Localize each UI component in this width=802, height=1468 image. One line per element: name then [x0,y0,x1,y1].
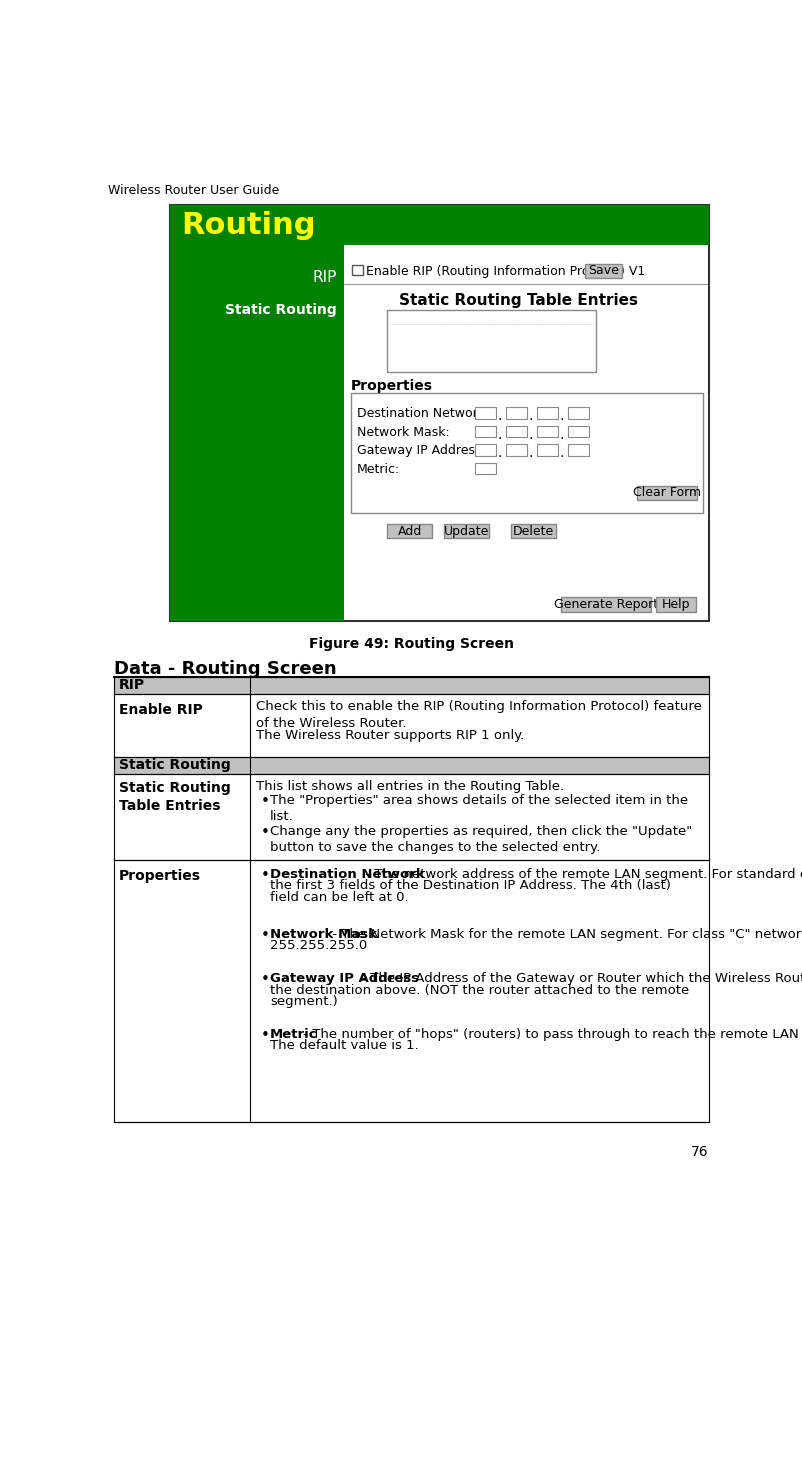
Text: Wireless Router User Guide: Wireless Router User Guide [108,184,279,197]
Text: Static Routing Table Entries: Static Routing Table Entries [399,294,637,308]
Bar [114,860,708,1122]
Text: Clear Form: Clear Form [632,486,700,499]
Text: Help: Help [661,597,690,611]
Bar [655,596,695,612]
Text: segment.): segment.) [269,995,338,1009]
Text: .: . [497,446,502,461]
Text: Metric:: Metric: [356,462,399,476]
Text: Destination Network: Destination Network [269,868,424,881]
Bar [474,407,496,418]
Bar [352,264,363,276]
Bar [170,206,708,621]
Bar [444,524,488,539]
Text: .: . [529,410,533,423]
Bar [350,393,702,512]
Text: - The IP Address of the Gateway or Router which the Wireless Router must use to : - The IP Address of the Gateway or Route… [356,972,802,985]
Bar [536,426,557,437]
Bar [584,264,622,277]
Text: Static Routing: Static Routing [225,304,336,317]
Text: •: • [261,1028,269,1042]
Bar [387,310,596,371]
Bar [536,407,557,418]
Bar [567,426,589,437]
Bar [505,445,527,455]
Text: Network Mask:: Network Mask: [356,426,449,439]
Text: 76: 76 [691,1145,708,1158]
Text: Metric: Metric [269,1028,318,1041]
Bar [505,426,527,437]
Text: 255.255.255.0: 255.255.255.0 [269,940,367,953]
Text: - The network address of the remote LAN segment. For standard class "C" LANs, th: - The network address of the remote LAN … [361,868,802,881]
Text: The default value is 1.: The default value is 1. [269,1039,419,1053]
Text: - The Network Mask for the remote LAN segment. For class "C" networks, the defau: - The Network Mask for the remote LAN se… [327,928,802,941]
Text: •: • [261,928,269,942]
Text: Save: Save [587,264,618,277]
Text: Properties: Properties [119,869,200,884]
Bar [474,445,496,455]
Text: Static Routing: Static Routing [119,757,230,772]
Text: .: . [497,429,502,442]
Text: Gateway IP Address:: Gateway IP Address: [356,445,485,457]
Text: Routing: Routing [180,211,315,239]
Text: RIP: RIP [119,678,145,691]
Text: .: . [559,410,564,423]
Text: •: • [261,825,269,840]
Bar [567,407,589,418]
Text: Update: Update [443,524,488,537]
Bar [567,445,589,455]
Bar [114,693,708,756]
Bar [536,445,557,455]
Text: the first 3 fields of the Destination IP Address. The 4th (last): the first 3 fields of the Destination IP… [269,879,670,893]
Bar [636,486,696,499]
Text: .: . [529,429,533,442]
Text: This list shows all entries in the Routing Table.: This list shows all entries in the Routi… [256,780,564,793]
Bar [505,407,527,418]
Text: •: • [261,868,269,882]
Bar [114,756,708,774]
Text: the destination above. (NOT the router attached to the remote: the destination above. (NOT the router a… [269,984,688,997]
Bar [114,677,708,693]
Text: - The number of "hops" (routers) to pass through to reach the remote LAN segment: - The number of "hops" (routers) to pass… [298,1028,802,1041]
Text: Enable RIP (Routing Information Protocol) V1: Enable RIP (Routing Information Protocol… [366,266,645,279]
Text: Delete: Delete [512,524,553,537]
Text: Add: Add [397,524,421,537]
Text: Check this to enable the RIP (Routing Information Protocol) feature
of the Wirel: Check this to enable the RIP (Routing In… [256,700,701,730]
Bar [114,774,708,860]
Text: .: . [497,410,502,423]
Text: Static Routing
Table Entries: Static Routing Table Entries [119,781,230,813]
Text: Destination Network:: Destination Network: [356,407,488,420]
Text: Data - Routing Screen: Data - Routing Screen [114,659,337,678]
Bar [474,426,496,437]
Text: Enable RIP: Enable RIP [119,703,203,716]
Bar [170,245,344,621]
Text: field can be left at 0.: field can be left at 0. [269,891,408,904]
Text: Network Mask: Network Mask [269,928,377,941]
Text: Properties: Properties [350,379,432,393]
Text: The Wireless Router supports RIP 1 only.: The Wireless Router supports RIP 1 only. [256,730,524,741]
Text: Change any the properties as required, then click the "Update"
button to save th: Change any the properties as required, t… [269,825,691,854]
Text: .: . [529,446,533,461]
Text: Figure 49: Routing Screen: Figure 49: Routing Screen [309,637,513,650]
Text: .: . [559,429,564,442]
Bar [561,596,650,612]
Text: .: . [559,446,564,461]
Bar [474,462,496,474]
Bar [387,524,431,539]
Text: RIP: RIP [312,270,336,285]
Bar [511,524,555,539]
Text: •: • [261,794,269,809]
Text: •: • [261,972,269,988]
Text: Generate Report: Generate Report [553,597,658,611]
Text: Gateway IP Address: Gateway IP Address [269,972,419,985]
Bar [170,206,708,245]
Text: The "Properties" area shows details of the selected item in the
list.: The "Properties" area shows details of t… [269,794,687,824]
